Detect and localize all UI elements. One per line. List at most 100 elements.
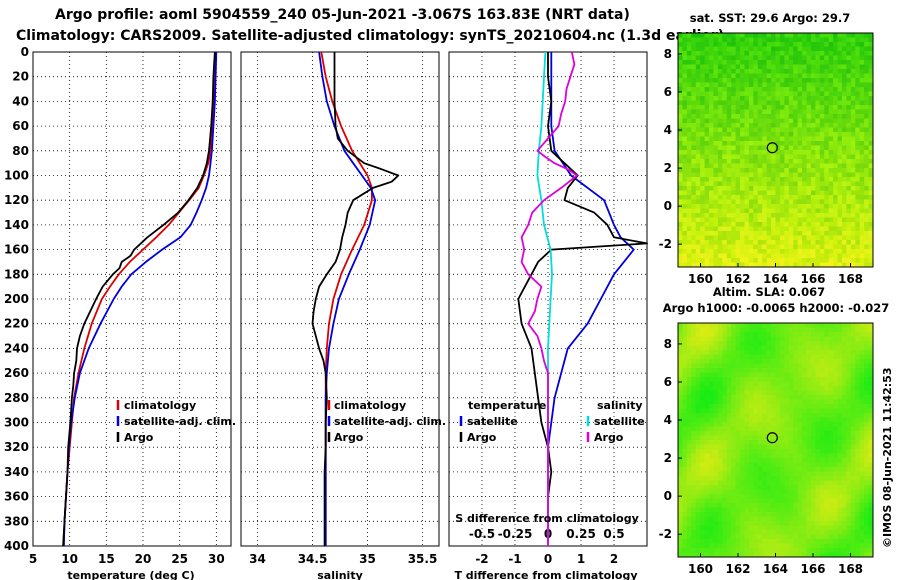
map-cell xyxy=(828,73,834,79)
map-cell xyxy=(731,485,737,490)
map-cell xyxy=(850,548,856,553)
map-cell xyxy=(793,213,799,218)
map-cell xyxy=(841,172,847,178)
map-cell xyxy=(850,422,856,427)
map-x-tick-label: 164 xyxy=(763,562,788,576)
map-cell xyxy=(859,145,865,151)
map-cell xyxy=(784,516,790,522)
map-cell xyxy=(846,471,852,477)
map-cell xyxy=(686,350,692,355)
map-cell xyxy=(815,440,821,445)
map-cell xyxy=(771,435,776,441)
map-cell xyxy=(722,105,728,110)
map-cell xyxy=(744,534,750,540)
map-cell xyxy=(824,136,830,142)
map-cell xyxy=(700,534,705,540)
map-cell xyxy=(678,100,683,106)
map-cell xyxy=(788,213,794,218)
map-cell xyxy=(709,150,714,155)
map-cell xyxy=(731,458,737,463)
map-cell xyxy=(855,42,861,47)
map-cell xyxy=(757,516,763,522)
map-cell xyxy=(771,60,776,65)
map-cell xyxy=(810,368,816,373)
map-cell xyxy=(837,123,843,128)
map-cell xyxy=(846,46,852,52)
map-cell xyxy=(859,253,865,259)
map-cell xyxy=(731,199,737,205)
map-cell xyxy=(735,444,741,450)
map-cell xyxy=(775,444,781,450)
map-cell xyxy=(700,190,705,196)
map-cell xyxy=(713,231,719,236)
map-cell xyxy=(775,476,781,481)
map-cell xyxy=(762,199,768,205)
map-cell xyxy=(819,231,825,236)
map-cell xyxy=(735,87,741,92)
map-cell xyxy=(748,480,754,486)
map-cell xyxy=(802,431,807,436)
map-cell xyxy=(806,235,812,241)
map-cell xyxy=(748,449,754,454)
map-cell xyxy=(766,87,772,92)
map-cell xyxy=(819,100,825,106)
map-cell xyxy=(691,354,697,360)
map-cell xyxy=(824,96,830,101)
map-cell xyxy=(784,64,790,70)
map-cell xyxy=(824,386,830,391)
map-cell xyxy=(841,141,847,146)
map-cell xyxy=(713,244,719,250)
map-cell xyxy=(740,127,745,133)
map-cell xyxy=(766,199,772,205)
map-cell xyxy=(686,480,692,486)
map-cell xyxy=(740,64,745,70)
map-cell xyxy=(771,199,776,205)
map-cell xyxy=(704,440,710,445)
map-cell xyxy=(864,249,869,254)
legend-title-temperature: temperature xyxy=(468,399,546,412)
map-cell xyxy=(771,240,776,245)
map-cell xyxy=(859,177,865,182)
map-cell xyxy=(713,507,719,513)
x-tick-label: 35.5 xyxy=(408,552,438,566)
map-cell xyxy=(859,363,865,369)
map-cell xyxy=(744,253,750,259)
map-cell xyxy=(806,78,812,83)
map-cell xyxy=(846,539,852,544)
map-cell xyxy=(841,327,847,333)
map-cell xyxy=(722,449,728,454)
map-cell xyxy=(704,46,710,52)
map-cell xyxy=(788,168,794,173)
map-cell xyxy=(855,512,861,517)
map-cell xyxy=(740,512,745,517)
map-cell xyxy=(775,150,781,155)
map-cell xyxy=(709,503,714,508)
map-cell xyxy=(819,33,825,38)
legend-label-satellite: satellite-adj. clim. xyxy=(124,415,236,428)
map-cell xyxy=(740,480,745,486)
map-cell xyxy=(859,332,865,337)
map-cell xyxy=(779,253,785,259)
map-cell xyxy=(806,55,812,61)
map-cell xyxy=(806,64,812,70)
map-cell xyxy=(797,345,803,351)
map-cell xyxy=(740,177,745,182)
map-cell xyxy=(828,105,834,110)
map-cell xyxy=(744,381,750,387)
x-tick-label: 5 xyxy=(29,552,37,566)
map-cell xyxy=(709,368,714,373)
map-cell xyxy=(771,114,776,119)
map-cell xyxy=(713,336,719,342)
map-cell xyxy=(744,114,750,119)
map-cell xyxy=(704,485,710,490)
map-cell xyxy=(713,87,719,92)
map-cell xyxy=(833,168,838,173)
map-cell xyxy=(757,503,763,508)
map-cell xyxy=(837,327,843,333)
map-cell xyxy=(717,109,723,115)
map-cell xyxy=(704,64,710,70)
map-cell xyxy=(757,109,763,115)
map-cell xyxy=(695,368,701,373)
map-cell xyxy=(766,341,772,346)
map-cell xyxy=(678,372,683,378)
